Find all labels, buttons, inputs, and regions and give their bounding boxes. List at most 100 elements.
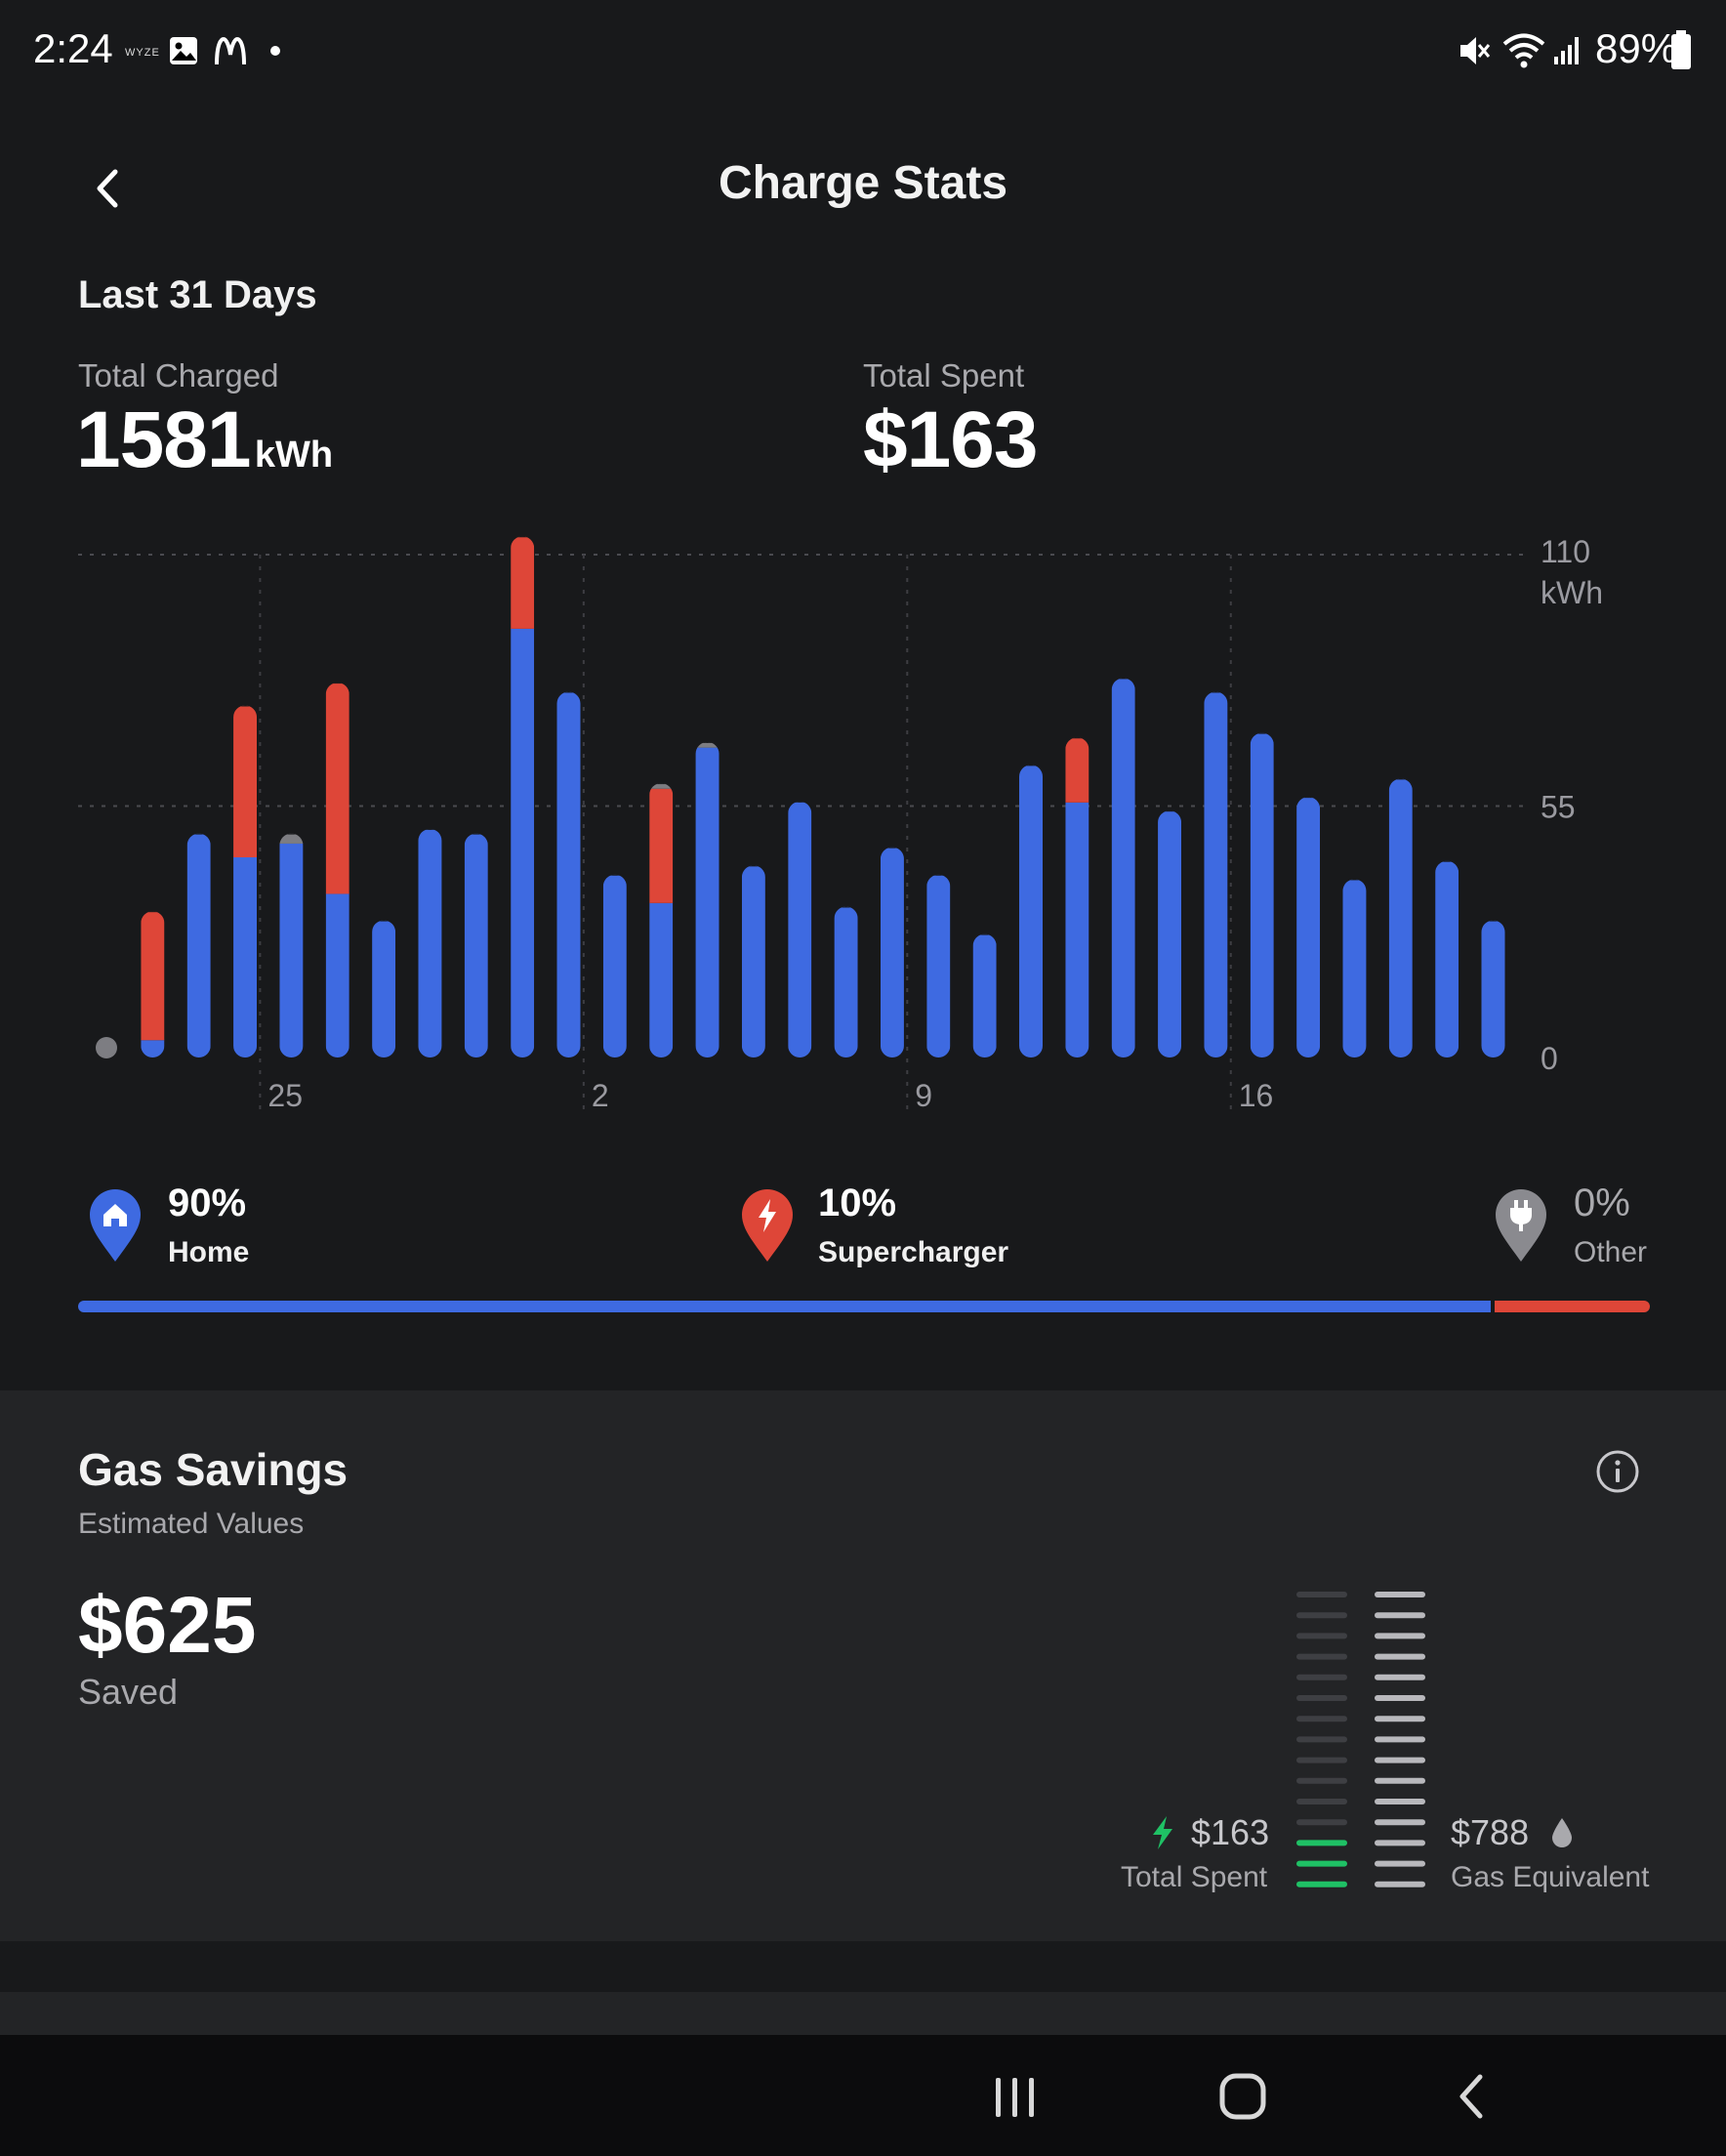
chart-bar-home — [1388, 778, 1413, 1057]
chart-bar-other — [695, 741, 719, 748]
info-icon[interactable] — [1595, 1449, 1640, 1494]
chart-bar — [464, 833, 488, 1057]
period-label: Last 31 Days — [78, 273, 317, 316]
chart-bar — [511, 536, 535, 1058]
wyze-icon: WYZE — [125, 47, 160, 59]
recents-icon[interactable] — [992, 2076, 1039, 2119]
chart-bar-separator — [741, 865, 765, 867]
chart-bar-home — [788, 801, 812, 1057]
total-spent-value: $163 — [863, 395, 1038, 484]
home-pin-icon — [90, 1189, 141, 1262]
x-tick-label: 9 — [915, 1078, 932, 1113]
chart-bar-other — [649, 783, 674, 789]
legend-home-pct: 90% — [168, 1182, 247, 1224]
chart-bar-home — [972, 933, 997, 1057]
chart-bar — [788, 801, 812, 1057]
chart-bar-separator — [186, 833, 211, 835]
legend-supercharger-name: Supercharger — [818, 1236, 1009, 1268]
chart-bar-home — [834, 906, 858, 1057]
chart-bar-home — [372, 920, 396, 1057]
chart-bar-separator — [464, 833, 488, 835]
chart-bar-separator — [1204, 691, 1228, 693]
legend-other-pct: 0% — [1574, 1182, 1630, 1224]
source-split-bar — [78, 1301, 1650, 1312]
chart-bar-home — [186, 833, 211, 1057]
spent-bar-segment-empty — [1296, 1653, 1347, 1660]
gas-savings-title: Gas Savings — [78, 1444, 349, 1495]
gas-bar-segment — [1375, 1695, 1425, 1701]
mcdonalds-icon — [215, 36, 246, 65]
gas-bar-segment — [1375, 1881, 1425, 1887]
spent-bar-segment-empty — [1296, 1819, 1347, 1826]
gas-bar-segment — [1375, 1653, 1425, 1660]
chart-bar-home — [1250, 732, 1274, 1057]
chart-bar — [279, 833, 304, 1057]
chart-bar-separator — [1250, 732, 1274, 734]
chart-bar-supercharger — [141, 911, 165, 1041]
y-tick-label: 110 — [1541, 534, 1590, 569]
spent-bar-segment-filled — [1296, 1860, 1347, 1867]
chart-bar-separator — [372, 920, 396, 922]
chart-bar — [233, 705, 258, 1057]
chart-bar — [1388, 778, 1413, 1057]
chart-bar-home — [233, 856, 258, 1057]
chart-bar-separator — [1065, 737, 1089, 739]
spent-bar-segment-empty — [1296, 1674, 1347, 1680]
x-tick-label: 25 — [267, 1078, 303, 1113]
chart-bar-separator — [834, 906, 858, 908]
chart-bar-separator — [788, 801, 812, 803]
y-tick-label: 55 — [1541, 790, 1576, 825]
mute-icon — [1460, 37, 1491, 64]
chart-bar-separator — [233, 705, 258, 707]
back-chevron-icon[interactable] — [88, 166, 127, 211]
chart-bar — [1250, 732, 1274, 1057]
y-tick-label: 0 — [1541, 1041, 1558, 1076]
system-nav-bar — [0, 2035, 1726, 2156]
page-title: Charge Stats — [718, 157, 1008, 209]
chart-bar-home — [464, 833, 488, 1057]
chart-bar-separator — [1158, 810, 1182, 812]
gas-savings-card — [0, 1390, 1726, 1941]
chart-bar-separator — [926, 874, 951, 876]
chart-bar-separator — [1111, 678, 1135, 680]
y-unit-label: kWh — [1541, 575, 1603, 610]
split-bar-home — [78, 1301, 1491, 1312]
chart-bar-home — [1481, 920, 1505, 1057]
chart-bar — [1342, 879, 1367, 1057]
gas-drop-icon — [1552, 1818, 1572, 1847]
chart-bar-separator — [880, 847, 904, 849]
spent-bar-segment-empty — [1296, 1757, 1347, 1763]
spent-bar-segment-empty — [1296, 1633, 1347, 1639]
chart-bar-other — [96, 1037, 117, 1058]
gas-bar-segment — [1375, 1736, 1425, 1743]
spent-bar-segment-empty — [1296, 1716, 1347, 1722]
spent-bar-segment-empty — [1296, 1799, 1347, 1804]
spent-bar-segment-filled — [1296, 1881, 1347, 1887]
plug-pin-icon — [1496, 1189, 1546, 1262]
chart-bar-separator — [1435, 860, 1459, 862]
gas-savings-subtitle: Estimated Values — [78, 1508, 305, 1540]
chart-bar — [1481, 920, 1505, 1057]
gas-bar-segment — [1375, 1819, 1425, 1826]
chart-bar — [1158, 810, 1182, 1057]
battery-icon — [1671, 30, 1691, 69]
chart-bar-separator — [695, 741, 719, 743]
gas-equivalent-value: $788 — [1451, 1812, 1530, 1852]
legend-home-name: Home — [168, 1236, 250, 1268]
chart-bar — [880, 847, 904, 1057]
spent-bar-segment-empty — [1296, 1695, 1347, 1701]
back-icon[interactable] — [1455, 2072, 1490, 2121]
chart-bar-supercharger — [233, 705, 258, 857]
chart-bar-home — [556, 691, 581, 1057]
chart-bar — [602, 874, 627, 1057]
wifi-icon — [1502, 33, 1545, 68]
home-icon[interactable] — [1218, 2072, 1267, 2121]
chart-bar — [372, 920, 396, 1057]
spent-bar-segment-filled — [1296, 1840, 1347, 1846]
chart-bar-home — [418, 828, 442, 1057]
spent-bar-segment-empty — [1296, 1592, 1347, 1597]
total-charged-label: Total Charged — [78, 357, 279, 394]
chart-bar-separator — [511, 536, 535, 538]
total-charged-value: 1581 — [76, 395, 251, 484]
chart-bar-separator — [141, 911, 165, 913]
